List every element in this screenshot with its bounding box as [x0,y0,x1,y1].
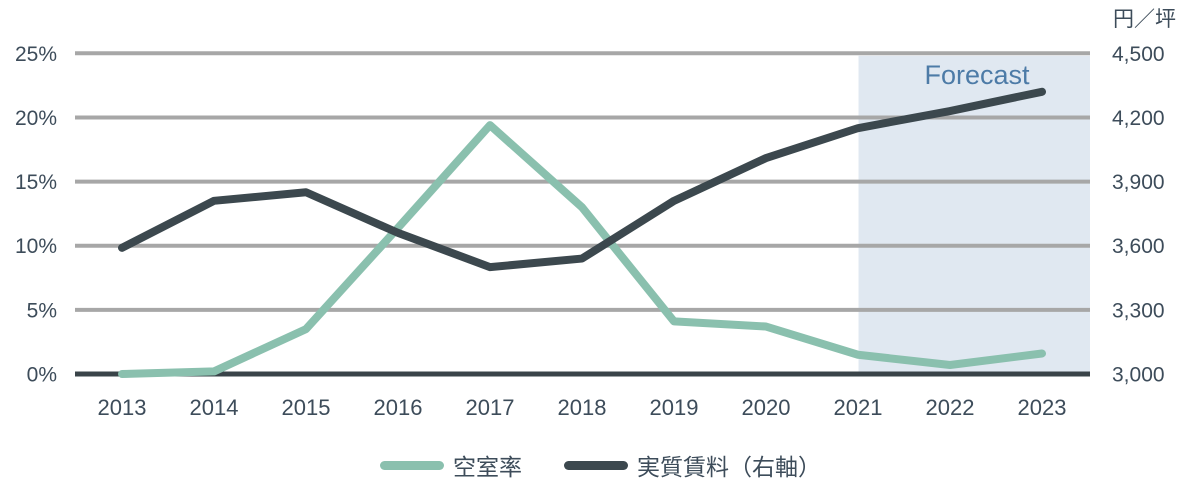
x-axis-label: 2014 [190,395,239,420]
x-axis-label: 2017 [466,395,515,420]
left-axis-tick-label: 10% [15,235,57,258]
right-axis-tick-label: 4,200 [1112,107,1165,130]
right-axis-title: 円／坪 [1113,8,1176,31]
x-axis-label: 2018 [558,395,607,420]
legend-item-rent: 実質賃料（右軸） [564,448,821,482]
x-axis-label: 2013 [98,395,147,420]
right-axis-tick-label: 3,000 [1112,364,1165,387]
x-axis-label: 2021 [834,395,883,420]
rent-line-swatch [564,460,628,470]
left-axis-tick-label: 20% [15,107,57,130]
right-axis-tick-label: 3,600 [1112,235,1165,258]
x-axis-label: 2015 [282,395,331,420]
left-axis-tick-label: 25% [15,43,57,66]
legend-label-vacancy: 空室率 [453,454,522,480]
right-axis-tick-label: 3,300 [1112,299,1165,322]
right-axis-tick-label: 4,500 [1112,43,1165,66]
x-axis-label: 2022 [926,395,975,420]
chart-legend: 空室率 実質賃料（右軸） [0,448,1201,482]
left-axis-tick-label: 0% [27,364,57,387]
vacancy-rate-line [118,121,1046,378]
x-axis-label: 2020 [742,395,791,420]
vacancy-line-swatch [380,460,444,470]
left-axis-tick-label: 5% [27,299,57,322]
real-rent-line [118,87,1046,272]
x-axis-label: 2023 [1018,395,1067,420]
x-axis-label: 2016 [374,395,423,420]
x-axis-label: 2019 [650,395,699,420]
left-axis-tick-label: 15% [15,171,57,194]
right-axis-tick-label: 3,900 [1112,171,1165,194]
legend-item-vacancy: 空室率 [380,448,522,482]
legend-label-rent: 実質賃料（右軸） [637,454,821,480]
forecast-label: Forecast [924,60,1030,90]
